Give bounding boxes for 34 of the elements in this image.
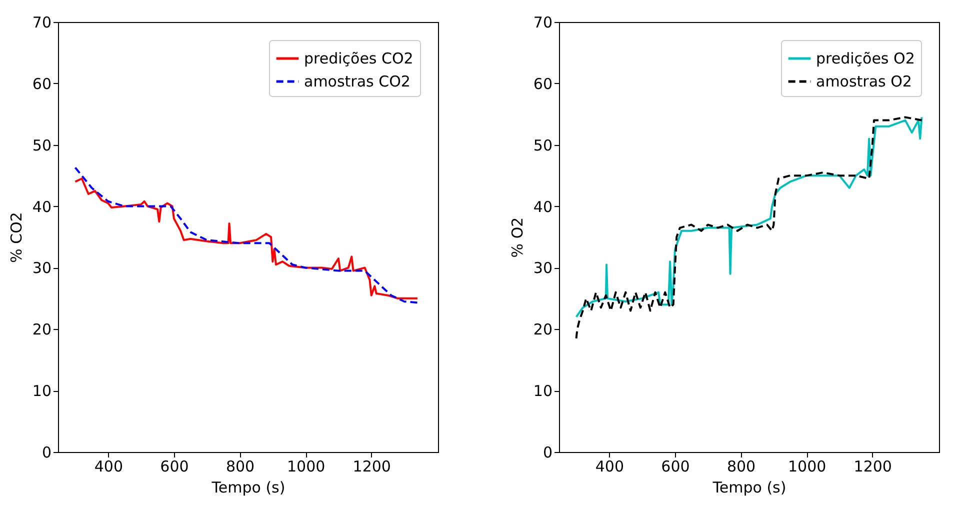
y-tick-label: 40 [533,198,552,216]
x-axis-title: Tempo (s) [712,478,786,496]
y-tick-label: 10 [32,382,52,400]
legend-label: predições CO2 [304,50,414,68]
x-tick-label: 600 [160,458,189,476]
y-tick-label: 60 [533,74,552,93]
x-tick-label: 400 [94,458,123,476]
legend-label: amostras O2 [816,72,912,90]
y-tick-label: 10 [533,382,552,400]
y-tick-label: 50 [533,136,552,154]
y-tick-label: 60 [32,74,52,93]
y-tick-label: 20 [32,320,52,339]
y-axis-title: % CO2 [7,212,26,263]
y-tick-label: 20 [533,320,552,339]
y-tick-label: 40 [32,198,52,216]
y-tick-label: 70 [533,14,552,32]
x-tick-label: 800 [226,458,255,476]
y-tick-label: 50 [32,136,52,154]
y-tick-label: 30 [533,259,552,278]
x-tick-label: 1000 [788,458,826,476]
y-tick-label: 0 [42,444,52,462]
y-tick-label: 30 [32,259,52,278]
x-axis-title: Tempo (s) [210,478,286,496]
x-tick-label: 400 [595,458,624,476]
x-tick-label: 800 [726,458,756,476]
x-tick-label: 1000 [286,458,326,476]
y-axis-title: % O2 [508,217,526,258]
y-tick-label: 0 [542,444,552,462]
legend-label: amostras CO2 [304,72,410,90]
x-tick-label: 1200 [854,458,892,476]
legend-label: predições O2 [816,50,915,68]
x-tick-label: 1200 [352,458,391,476]
y-tick-label: 70 [32,14,52,32]
x-tick-label: 600 [661,458,690,476]
